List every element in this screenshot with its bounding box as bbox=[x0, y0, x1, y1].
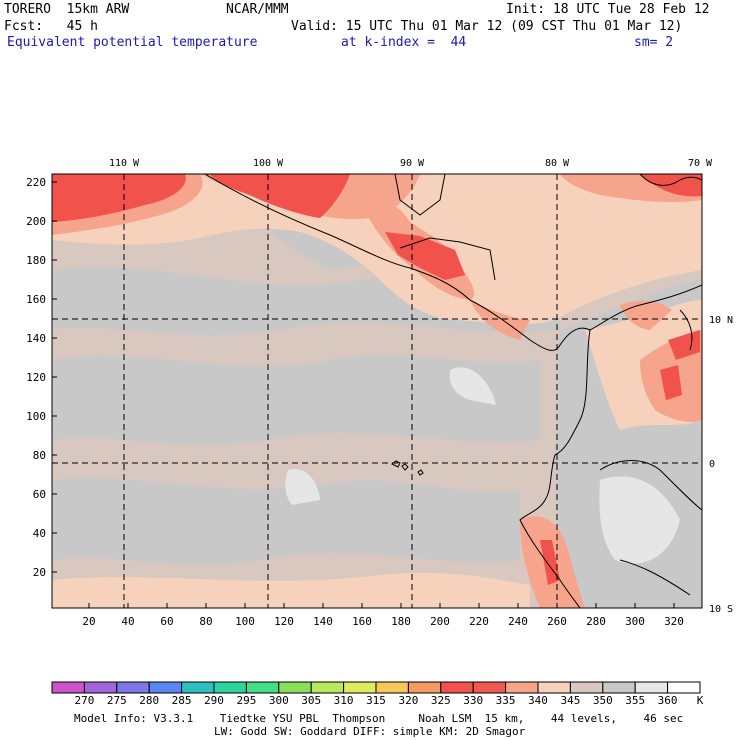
colorbar bbox=[51, 681, 701, 694]
colorbar-swatch bbox=[278, 681, 312, 694]
x-tick-labels: 20 40 60 80 100 120 140 160 180 200 220 … bbox=[82, 615, 684, 628]
lat-label: 10 N bbox=[709, 315, 733, 326]
colorbar-swatch bbox=[116, 681, 150, 694]
colorbar-swatch bbox=[634, 681, 669, 694]
x-tick-label: 240 bbox=[508, 615, 528, 628]
lon-label: 80 W bbox=[545, 158, 570, 169]
colorbar-swatch bbox=[440, 681, 474, 694]
field-shading bbox=[52, 174, 702, 608]
x-tick-label: 300 bbox=[625, 615, 645, 628]
y-tick-label: 40 bbox=[33, 527, 46, 540]
colorbar-swatch bbox=[213, 681, 247, 694]
x-tick-label: 120 bbox=[274, 615, 294, 628]
colorbar-swatch bbox=[602, 681, 636, 694]
y-tick-label: 180 bbox=[26, 254, 46, 267]
x-tick-label: 260 bbox=[547, 615, 567, 628]
x-tick-label: 40 bbox=[121, 615, 134, 628]
x-tick-label: 140 bbox=[313, 615, 333, 628]
colorbar-label: 285 bbox=[172, 694, 192, 707]
coastlines bbox=[204, 174, 702, 608]
colorbar-swatch bbox=[505, 681, 539, 694]
colorbar-label: 295 bbox=[236, 694, 256, 707]
lon-label: 70 W bbox=[688, 158, 713, 169]
colorbar-swatch bbox=[310, 681, 345, 694]
colorbar-swatch bbox=[569, 681, 604, 694]
level-index: at k-index = 44 bbox=[341, 35, 467, 50]
x-tick-label: 20 bbox=[82, 615, 95, 628]
map-frame bbox=[51, 173, 703, 609]
field-name: Equivalent potential temperature bbox=[7, 35, 258, 50]
y-tick-label: 20 bbox=[33, 566, 46, 579]
colorbar-labels: 270 275 280 285 290 295 300 305 310 315 320 325 330 3… bbox=[74, 694, 677, 707]
footer-physics-info: LW: Godd SW: Goddard DIFF: simple KM: 2D… bbox=[214, 725, 526, 738]
x-tick-label: 60 bbox=[160, 615, 173, 628]
colorbar-label: 300 bbox=[269, 694, 289, 707]
x-tick-marks bbox=[88, 603, 675, 608]
model-title: TORERO 15km ARW bbox=[4, 2, 130, 17]
colorbar-label: 335 bbox=[496, 694, 516, 707]
x-tick-label: 100 bbox=[235, 615, 255, 628]
y-tick-label: 120 bbox=[26, 371, 46, 384]
colorbar-label: 325 bbox=[431, 694, 451, 707]
colorbar-label: 305 bbox=[301, 694, 321, 707]
colorbar-label: 360 bbox=[658, 694, 678, 707]
smoothing-value: sm= 2 bbox=[634, 35, 674, 50]
x-tick-label: 280 bbox=[586, 615, 606, 628]
colorbar-label: 340 bbox=[528, 694, 548, 707]
colorbar-label: 275 bbox=[107, 694, 127, 707]
colorbar-swatch bbox=[83, 681, 118, 694]
colorbar-swatch bbox=[51, 681, 85, 694]
colorbar-label: 270 bbox=[74, 694, 94, 707]
valid-time: Valid: 15 UTC Thu 01 Mar 12 (09 CST Thu … bbox=[291, 19, 683, 34]
lon-label: 110 W bbox=[109, 158, 140, 169]
colorbar-swatch bbox=[148, 681, 183, 694]
colorbar-label: 320 bbox=[398, 694, 418, 707]
colorbar-swatch bbox=[667, 681, 701, 694]
colorbar-label: 330 bbox=[463, 694, 483, 707]
center-label: NCAR/MMM bbox=[226, 2, 289, 17]
colorbar-swatch bbox=[407, 681, 442, 694]
y-tick-label: 200 bbox=[26, 215, 46, 228]
lat-label: 10 S bbox=[709, 604, 733, 615]
forecast-hour: Fcst: 45 h bbox=[4, 19, 98, 34]
colorbar-label: 350 bbox=[593, 694, 613, 707]
init-time: Init: 18 UTC Tue 28 Feb 12 bbox=[506, 2, 710, 17]
x-tick-label: 180 bbox=[391, 615, 411, 628]
colorbar-swatch bbox=[245, 681, 280, 694]
colorbar-label: 310 bbox=[334, 694, 354, 707]
colorbar-swatch bbox=[375, 681, 409, 694]
y-tick-marks bbox=[52, 181, 57, 573]
colorbar-swatch bbox=[472, 681, 507, 694]
x-tick-label: 200 bbox=[430, 615, 450, 628]
y-tick-labels: 20 40 60 80 100 120 140 160 180 200 220 bbox=[26, 176, 46, 579]
x-tick-label: 80 bbox=[199, 615, 212, 628]
footer-model-info: Model Info: V3.3.1 Tiedtke YSU PBL Thomp… bbox=[74, 712, 684, 725]
y-tick-label: 60 bbox=[33, 488, 46, 501]
y-tick-label: 220 bbox=[26, 176, 46, 189]
lon-label: 100 W bbox=[253, 158, 284, 169]
colorbar-label: 280 bbox=[139, 694, 159, 707]
longitude-labels: 110 W 100 W 90 W 80 W 70 W bbox=[109, 158, 713, 169]
y-tick-label: 100 bbox=[26, 410, 46, 423]
colorbar-label: 315 bbox=[366, 694, 386, 707]
colorbar-swatch bbox=[537, 681, 571, 694]
colorbar-label: 345 bbox=[560, 694, 580, 707]
x-tick-label: 320 bbox=[664, 615, 684, 628]
x-tick-label: 160 bbox=[352, 615, 372, 628]
y-tick-label: 140 bbox=[26, 332, 46, 345]
x-tick-label: 220 bbox=[469, 615, 489, 628]
lat-label: 0 bbox=[709, 459, 715, 470]
colorbar-label: 290 bbox=[204, 694, 224, 707]
colorbar-swatch bbox=[343, 681, 377, 694]
latitude-labels: 10 N 0 10 S bbox=[709, 315, 733, 615]
y-tick-label: 80 bbox=[33, 449, 46, 462]
colorbar-label: 355 bbox=[625, 694, 645, 707]
colorbar-unit: K bbox=[697, 694, 704, 707]
lon-label: 90 W bbox=[400, 158, 425, 169]
latlon-grid bbox=[52, 174, 702, 608]
colorbar-swatch bbox=[181, 681, 215, 694]
y-tick-label: 160 bbox=[26, 293, 46, 306]
